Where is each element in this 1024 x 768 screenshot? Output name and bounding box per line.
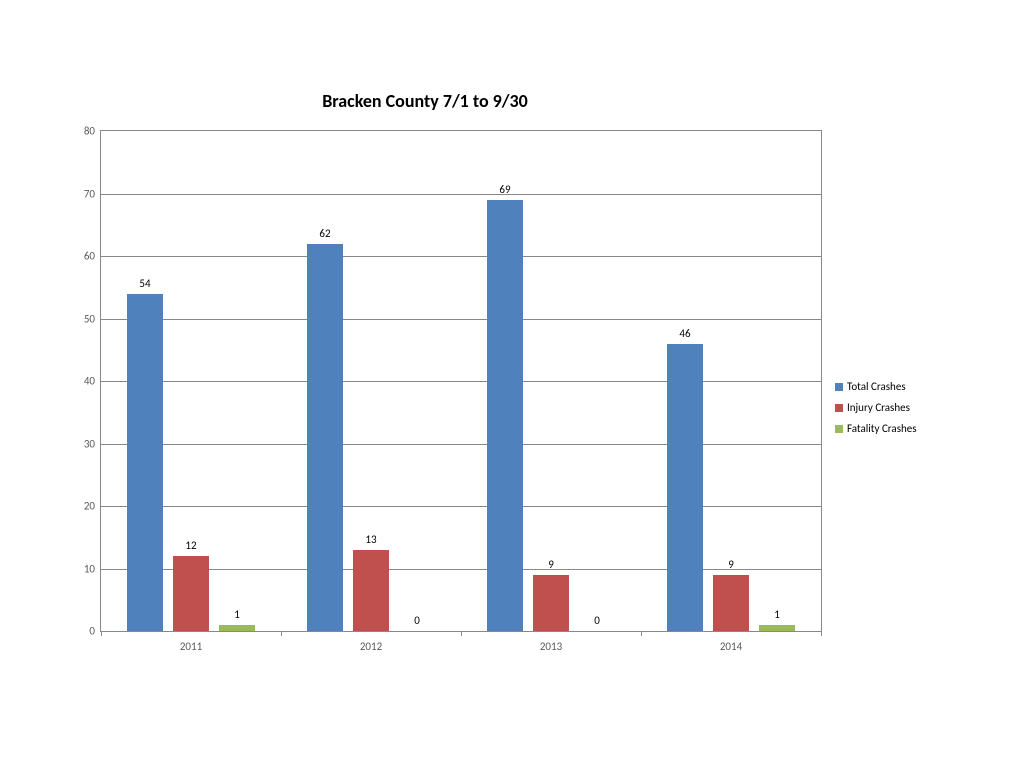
- chart-title: Bracken County 7/1 to 9/30: [0, 90, 850, 112]
- bar: 12: [173, 556, 209, 631]
- gridline: [101, 256, 821, 257]
- legend: Total Crashes Injury Crashes Fatality Cras…: [835, 380, 917, 443]
- data-label: 46: [679, 327, 690, 340]
- bar: 9: [533, 575, 569, 631]
- data-label: 9: [548, 558, 554, 571]
- legend-item: Fatality Crashes: [835, 422, 917, 435]
- data-label: 69: [499, 183, 510, 196]
- gridline: [101, 381, 821, 382]
- bar: 1: [759, 625, 795, 631]
- x-category-label: 2012: [281, 640, 461, 653]
- gridline: [101, 444, 821, 445]
- x-category-label: 2013: [461, 640, 641, 653]
- gridline: [101, 194, 821, 195]
- legend-label: Fatality Crashes: [847, 422, 917, 435]
- bar: 69: [487, 200, 523, 631]
- data-label: 12: [185, 539, 196, 552]
- bar: 9: [713, 575, 749, 631]
- x-tick: [821, 631, 822, 636]
- bar: 54: [127, 294, 163, 632]
- y-tick-label: 0: [89, 625, 95, 638]
- data-label: 0: [414, 614, 420, 627]
- legend-swatch: [835, 404, 843, 412]
- plot-area: 0102030405060708020115412120126213020136…: [100, 130, 822, 632]
- data-label: 1: [774, 608, 780, 621]
- x-category-label: 2011: [101, 640, 281, 653]
- legend-item: Total Crashes: [835, 380, 917, 393]
- data-label: 54: [139, 277, 150, 290]
- legend-swatch: [835, 383, 843, 391]
- y-tick-label: 30: [84, 437, 95, 450]
- legend-swatch: [835, 425, 843, 433]
- gridline: [101, 506, 821, 507]
- bar: 46: [667, 344, 703, 632]
- y-tick-label: 60: [84, 250, 95, 263]
- legend-label: Injury Crashes: [847, 401, 910, 414]
- x-tick: [101, 631, 102, 636]
- gridline: [101, 319, 821, 320]
- y-tick-label: 10: [84, 562, 95, 575]
- legend-item: Injury Crashes: [835, 401, 917, 414]
- x-tick: [461, 631, 462, 636]
- legend-label: Total Crashes: [847, 380, 906, 393]
- x-category-label: 2014: [641, 640, 821, 653]
- y-tick-label: 50: [84, 312, 95, 325]
- gridline: [101, 569, 821, 570]
- y-tick-label: 40: [84, 375, 95, 388]
- y-tick-label: 80: [84, 125, 95, 138]
- x-tick: [281, 631, 282, 636]
- y-tick-label: 20: [84, 500, 95, 513]
- x-tick: [641, 631, 642, 636]
- data-label: 62: [319, 227, 330, 240]
- bar: 62: [307, 244, 343, 632]
- data-label: 1: [234, 608, 240, 621]
- bar: 13: [353, 550, 389, 631]
- y-tick-label: 70: [84, 187, 95, 200]
- data-label: 0: [594, 614, 600, 627]
- data-label: 9: [728, 558, 734, 571]
- bar: 1: [219, 625, 255, 631]
- data-label: 13: [365, 533, 376, 546]
